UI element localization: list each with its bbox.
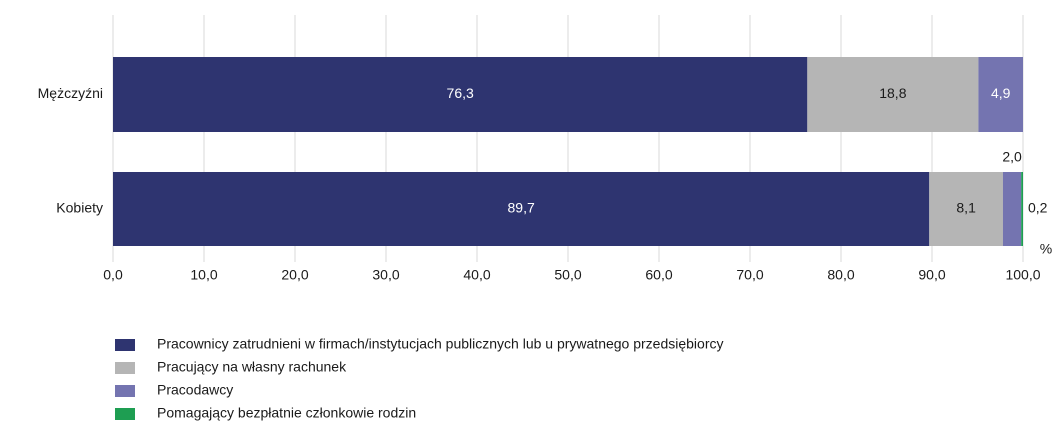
bar-segment: [978, 57, 1023, 132]
data-label: 4,9: [991, 85, 1011, 101]
data-label: 76,3: [447, 85, 474, 101]
x-tick-label: 80,0: [827, 267, 854, 283]
data-label: 2,0: [1002, 149, 1022, 165]
category-label: Mężczyźni: [38, 85, 103, 101]
data-label: 0,2: [1028, 200, 1048, 216]
x-tick-label: 10,0: [190, 267, 217, 283]
legend-swatch: [115, 385, 135, 397]
x-tick-label: 70,0: [736, 267, 763, 283]
bar-segment: [113, 172, 930, 246]
x-tick-label: 90,0: [918, 267, 945, 283]
legend-swatch: [115, 408, 135, 420]
x-tick-label: 60,0: [645, 267, 672, 283]
legend-label: Pracodawcy: [157, 382, 233, 398]
bar-segment: [1002, 172, 1022, 246]
x-tick-label: 40,0: [463, 267, 490, 283]
x-axis-unit: %: [1040, 241, 1052, 257]
bar-segment: [1021, 172, 1023, 246]
x-tick-label: 50,0: [554, 267, 581, 283]
category-label: Kobiety: [56, 200, 103, 216]
legend-swatch: [115, 362, 135, 374]
bar-segment: [113, 57, 808, 132]
bar-segment: [807, 57, 979, 132]
x-tick-label: 20,0: [281, 267, 308, 283]
data-label: 18,8: [879, 85, 906, 101]
legend-label: Pracownicy zatrudnieni w firmach/instytu…: [157, 336, 724, 352]
x-tick-label: 100,0: [1005, 267, 1040, 283]
x-tick-label: 30,0: [372, 267, 399, 283]
data-label: 8,1: [956, 200, 976, 216]
bar-segment: [929, 172, 1003, 246]
legend-label: Pomagający bezpłatnie członkowie rodzin: [157, 405, 416, 421]
legend-label: Pracujący na własny rachunek: [157, 359, 347, 375]
x-tick-label: 0,0: [103, 267, 123, 283]
legend-swatch: [115, 339, 135, 351]
data-label: 89,7: [508, 200, 535, 216]
